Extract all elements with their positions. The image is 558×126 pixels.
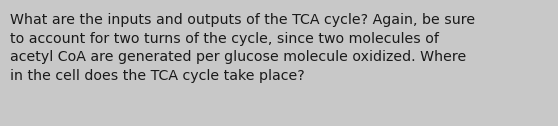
Text: What are the inputs and outputs of the TCA cycle? Again, be sure
to account for : What are the inputs and outputs of the T…: [10, 13, 475, 83]
